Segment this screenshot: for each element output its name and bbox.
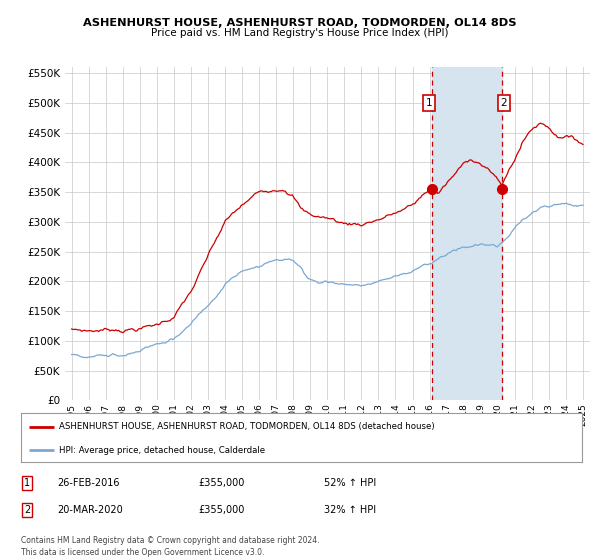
Text: 2: 2 — [24, 505, 30, 515]
Text: HPI: Average price, detached house, Calderdale: HPI: Average price, detached house, Cald… — [59, 446, 265, 455]
Text: Price paid vs. HM Land Registry's House Price Index (HPI): Price paid vs. HM Land Registry's House … — [151, 28, 449, 38]
Text: 1: 1 — [24, 478, 30, 488]
Text: 26-FEB-2016: 26-FEB-2016 — [57, 478, 119, 488]
Text: 2: 2 — [501, 98, 508, 108]
Text: 32% ↑ HPI: 32% ↑ HPI — [324, 505, 376, 515]
Text: 20-MAR-2020: 20-MAR-2020 — [57, 505, 123, 515]
Text: 1: 1 — [426, 98, 433, 108]
Text: ASHENHURST HOUSE, ASHENHURST ROAD, TODMORDEN, OL14 8DS: ASHENHURST HOUSE, ASHENHURST ROAD, TODMO… — [83, 18, 517, 28]
Text: £355,000: £355,000 — [198, 505, 244, 515]
Bar — [431, 67, 502, 400]
Text: 52% ↑ HPI: 52% ↑ HPI — [324, 478, 376, 488]
Text: £355,000: £355,000 — [198, 478, 244, 488]
Text: ASHENHURST HOUSE, ASHENHURST ROAD, TODMORDEN, OL14 8DS (detached house): ASHENHURST HOUSE, ASHENHURST ROAD, TODMO… — [59, 422, 435, 431]
Text: Contains HM Land Registry data © Crown copyright and database right 2024.
This d: Contains HM Land Registry data © Crown c… — [21, 536, 320, 557]
